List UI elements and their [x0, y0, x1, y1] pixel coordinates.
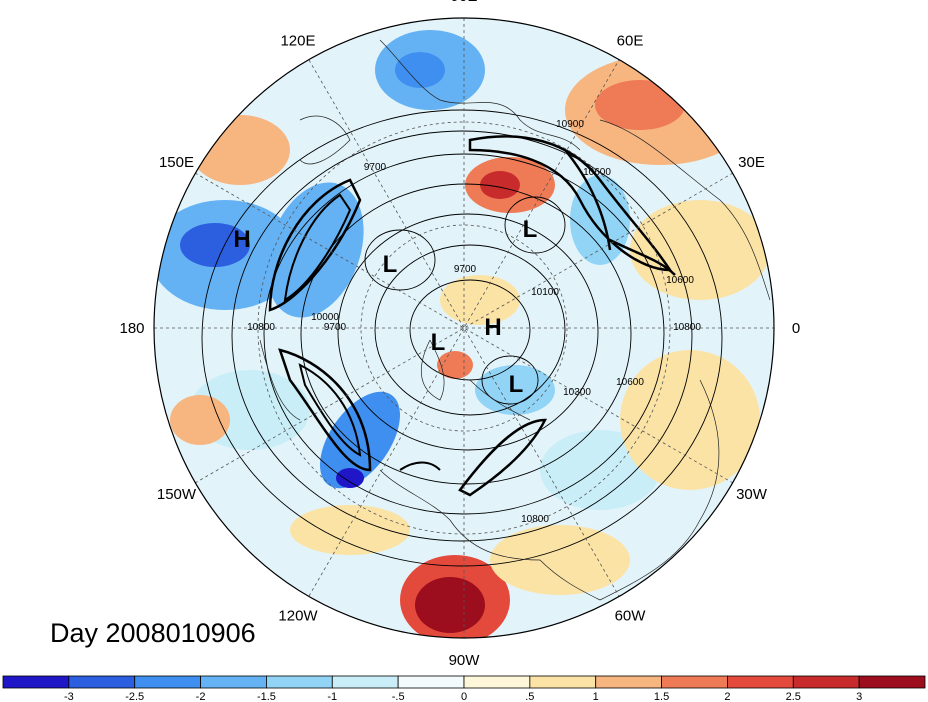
- pressure-low-label: L: [523, 216, 538, 243]
- contour-value-label: 10800: [521, 514, 549, 525]
- polar-stereographic-map: 90E 60E 30E 0 30W 60W 90W 120W 150W 180 150E 120E H…: [119, 0, 800, 669]
- colorbar-tick-label: .5: [525, 691, 534, 702]
- colorbar-swatch: [595, 675, 662, 689]
- longitude-label-11: 120E: [280, 32, 315, 49]
- map-boundary: [153, 17, 775, 639]
- colorbar-swatch: [200, 675, 267, 689]
- longitude-label-6: 90W: [449, 652, 481, 669]
- contour-value-label: 9700: [324, 322, 347, 333]
- contour-value-label: 9700: [364, 162, 387, 173]
- colorbar-tick-label: 2: [724, 691, 730, 702]
- contour-value-label: 10300: [563, 387, 591, 398]
- longitude-label-1: 60E: [617, 32, 644, 49]
- graticule: [154, 18, 774, 638]
- colorbar: -3 -2.5 -2 -1.5 -1 -.5 0 .5 1 1.5 2 2.5 3: [2, 675, 926, 702]
- colorbar-swatch: [661, 675, 728, 689]
- colorbar-swatch: [727, 675, 794, 689]
- colorbar-tick-label: 1: [593, 691, 599, 702]
- colorbar-tick-label: -2: [196, 691, 206, 702]
- colorbar-swatch: [2, 675, 70, 689]
- colorbar-swatch: [331, 675, 399, 689]
- colorbar-swatch: [134, 675, 201, 689]
- contour-value-label: 10900: [556, 119, 584, 130]
- contour-value-label: 9700: [454, 264, 477, 275]
- contour-value-label: 10800: [673, 322, 701, 333]
- contour-value-label: 10600: [666, 275, 694, 286]
- longitude-label-7: 120W: [278, 608, 318, 625]
- longitude-label-2: 30E: [738, 154, 765, 171]
- colorbar-swatch: [463, 675, 531, 689]
- colorbar-tick-label: 1.5: [654, 691, 669, 702]
- longitude-label-3: 0: [792, 320, 800, 337]
- colorbar-tick-label: -.5: [392, 691, 405, 702]
- longitude-label-5: 60W: [615, 608, 647, 625]
- colorbar-tick-label: 0: [461, 691, 467, 702]
- longitude-label-0: 90E: [451, 0, 478, 5]
- contour-value-label: 10600: [583, 167, 611, 178]
- jet-stream-contours: [268, 135, 676, 497]
- colorbar-swatch: [397, 675, 465, 689]
- colorbar-tick-label: -1: [327, 691, 337, 702]
- pressure-low-label: L: [383, 251, 398, 278]
- colorbar-tick-label: 3: [856, 691, 862, 702]
- longitude-label-10: 150E: [159, 154, 194, 171]
- colorbar-tick-label: 2.5: [786, 691, 801, 702]
- pressure-high-label: H: [484, 314, 501, 341]
- colorbar-tick-label: -1.5: [257, 691, 276, 702]
- colorbar-swatch: [529, 675, 597, 689]
- colorbar-swatch: [858, 675, 926, 689]
- contour-value-label: 10600: [616, 377, 644, 388]
- colorbar-swatch: [266, 675, 333, 689]
- contour-value-label: 10000: [311, 312, 339, 323]
- colorbar-tick-label: -2.5: [125, 691, 144, 702]
- colorbar-swatch: [68, 675, 136, 689]
- contour-value-label: 10100: [531, 287, 559, 298]
- coastlines: [259, 39, 771, 601]
- longitude-label-4: 30W: [736, 486, 768, 503]
- pressure-low-label: L: [431, 329, 446, 356]
- pressure-low-label: L: [509, 371, 524, 398]
- longitude-label-9: 180: [119, 320, 144, 337]
- date-label: Day 2008010906: [50, 618, 256, 648]
- colorbar-tick-label: -3: [64, 691, 74, 702]
- pressure-high-label: H: [233, 226, 250, 253]
- longitude-label-8: 150W: [157, 486, 197, 503]
- contour-value-label: 10800: [247, 322, 275, 333]
- colorbar-swatch: [792, 675, 860, 689]
